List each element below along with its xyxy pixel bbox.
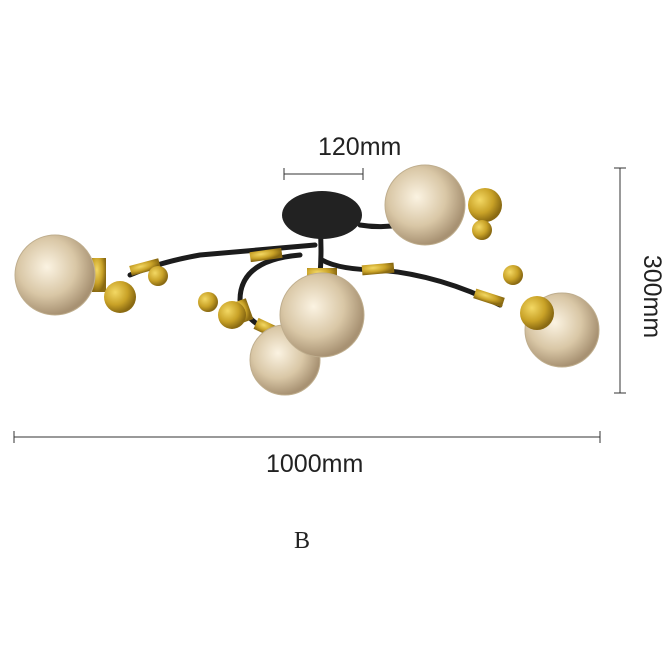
dimension-120mm-line	[283, 168, 364, 180]
width-label: 1000mm	[266, 450, 364, 478]
dimension-1000mm-line	[13, 431, 601, 443]
canopy-width-label: 120mm	[318, 133, 402, 161]
height-label: 300mm	[638, 254, 664, 339]
dimension-300mm-line	[614, 167, 626, 394]
variant-label: B	[294, 528, 311, 554]
gold-balls	[104, 188, 554, 330]
canopy	[282, 191, 362, 239]
